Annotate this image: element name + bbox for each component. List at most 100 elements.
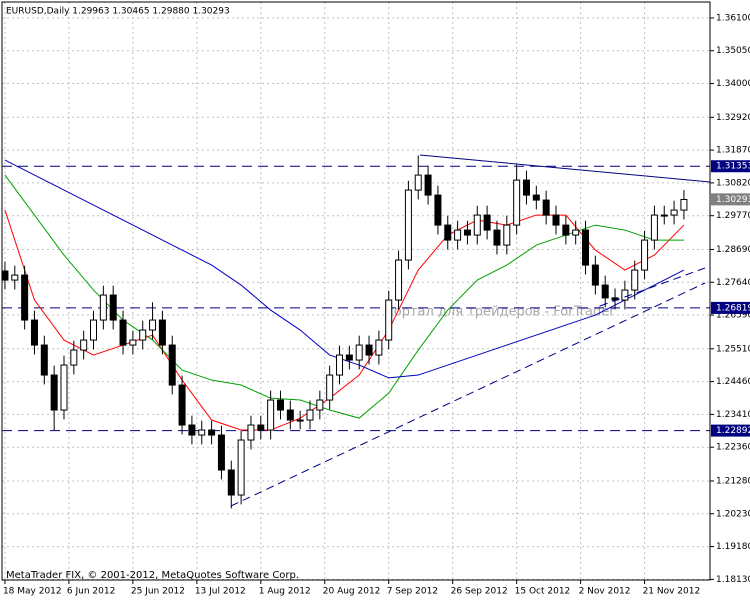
candle-body (631, 269, 639, 291)
y-tick-label: 1.19180 (716, 542, 750, 552)
candle-body (336, 354, 344, 376)
candle-body (395, 259, 403, 301)
candle-body (286, 409, 294, 421)
candle-body (11, 274, 19, 281)
x-tick-label: 1 Aug 2012 (259, 587, 311, 597)
y-tick-label: 1.18130 (716, 575, 750, 585)
y-tick-label: 1.28690 (716, 245, 750, 255)
candle-body (158, 319, 166, 346)
candle-body (670, 209, 678, 216)
y-tick-label: 1.32920 (716, 113, 750, 123)
candle-body (139, 329, 147, 341)
candle-body (237, 439, 245, 496)
x-tick-label: 15 Oct 2012 (515, 587, 571, 597)
candle-body (217, 434, 225, 471)
candle-body (257, 424, 265, 431)
y-tick-label: 1.24460 (716, 377, 750, 387)
candle-body (650, 214, 658, 241)
trendline (419, 154, 711, 183)
x-tick-label: 13 Jul 2012 (195, 587, 246, 597)
watermark: Портал для трейдеров - ForTrader (384, 305, 615, 320)
x-tick-label: 6 Jun 2012 (67, 587, 115, 597)
candle-body (532, 194, 540, 201)
price-tag-label: 1.30293 (716, 195, 750, 205)
candle-body (119, 319, 127, 346)
candle-body (306, 409, 314, 421)
candle-body (90, 319, 98, 341)
candle-body (60, 364, 68, 411)
footer: MetaTrader FIX, © 2001-2012, MetaQuotes … (6, 570, 299, 581)
candle-body (414, 174, 422, 191)
axes: 1.36100 1.35050 1.34000 1.32920 1.31870 1.308… (3, 13, 750, 597)
moving-average (4, 159, 685, 379)
candle-body (109, 294, 117, 321)
x-tick-label: 21 Nov 2012 (643, 587, 701, 597)
candle-body (80, 339, 88, 351)
candle-body (601, 284, 609, 299)
chart-title: EURUSD,Daily 1.29963 1.30465 1.29880 1.3… (6, 7, 230, 17)
candle-body (542, 199, 550, 216)
candle-body (454, 229, 462, 241)
y-tick-label: 1.35050 (716, 46, 750, 56)
y-tick-label: 1.22360 (716, 443, 750, 453)
moving-average (4, 174, 684, 419)
candle-body (355, 344, 363, 361)
grid (2, 2, 710, 580)
candle-body (444, 224, 452, 241)
price-tag (711, 193, 750, 206)
y-tick-label: 1.34000 (716, 79, 750, 89)
candle-body (493, 229, 501, 246)
candle-body (660, 214, 668, 217)
candle-body (562, 224, 570, 236)
x-tick-label: 25 Jun 2012 (131, 587, 185, 597)
trendlines (230, 154, 711, 507)
y-tick-label: 1.25510 (716, 344, 750, 354)
candle-body (424, 174, 432, 196)
x-tick-label: 2 Nov 2012 (579, 587, 631, 597)
price-tag (711, 424, 750, 437)
candle-body (50, 374, 58, 411)
candle-body (680, 198, 688, 211)
candle-body (365, 344, 373, 356)
candle-body (227, 469, 235, 496)
candle-body (129, 339, 137, 346)
candle-body (582, 229, 590, 266)
candle-body (267, 399, 275, 431)
plot (1, 155, 710, 509)
candle-body (178, 384, 186, 426)
plot-frame (1, 1, 711, 581)
candle-body (503, 224, 511, 246)
price-tag (711, 301, 750, 314)
candle-body (513, 179, 521, 226)
price-tag-label: 1.31353 (716, 162, 750, 172)
candle-body (99, 294, 107, 321)
candle-body (21, 274, 29, 321)
y-tick-label: 1.36100 (716, 13, 750, 23)
x-tick-label: 20 Aug 2012 (323, 587, 381, 597)
price-tag-label: 1.26819 (716, 303, 750, 313)
candle-body (208, 429, 216, 436)
candle-body (483, 214, 491, 231)
candle-body (345, 354, 353, 361)
y-tick-label: 1.29770 (716, 211, 750, 221)
x-tick-label: 26 Sep 2012 (451, 587, 508, 597)
candle-body (385, 299, 393, 341)
x-tick-label: 18 May 2012 (3, 587, 62, 597)
candle-body (296, 419, 304, 422)
trendline (230, 282, 706, 507)
price-tag-label: 1.22892 (716, 426, 750, 436)
y-tick-label: 1.23410 (716, 410, 750, 420)
candle-body (198, 429, 206, 436)
y-tick-label: 1.21280 (716, 476, 750, 486)
price-tag (711, 160, 750, 173)
candle-body (326, 374, 334, 401)
candle-body (1, 270, 9, 281)
x-tick-label: 7 Sep 2012 (387, 587, 438, 597)
candle-body (621, 289, 629, 301)
y-tick-label: 1.20230 (716, 509, 750, 519)
candle-body (463, 229, 471, 236)
candle-body (473, 214, 481, 236)
trendline (599, 267, 706, 307)
y-tick-label: 1.30820 (716, 178, 750, 188)
